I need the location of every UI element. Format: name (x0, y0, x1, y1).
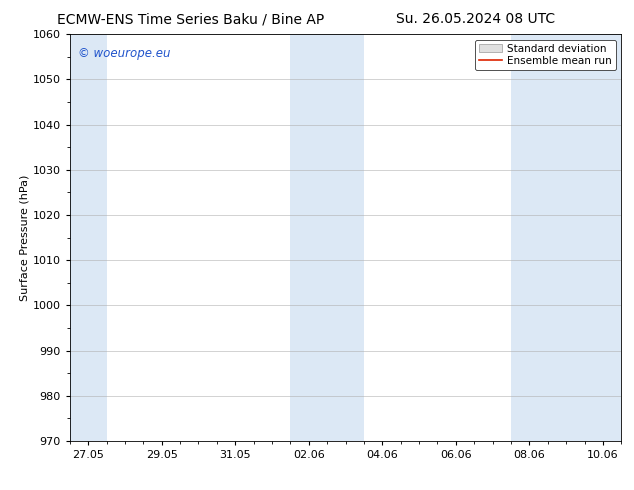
Title: ECMW-ENS Time Series Baku / Bine AP      Su. 26.05.2024 08 UTC: ECMW-ENS Time Series Baku / Bine AP Su. … (0, 489, 1, 490)
Legend: Standard deviation, Ensemble mean run: Standard deviation, Ensemble mean run (475, 40, 616, 70)
Text: ECMW-ENS Time Series Baku / Bine AP: ECMW-ENS Time Series Baku / Bine AP (56, 12, 324, 26)
Bar (70, 34, 107, 441)
Bar (511, 34, 621, 441)
Bar (290, 34, 364, 441)
Text: © woeurope.eu: © woeurope.eu (78, 47, 171, 59)
Y-axis label: Surface Pressure (hPa): Surface Pressure (hPa) (20, 174, 30, 301)
Text: Su. 26.05.2024 08 UTC: Su. 26.05.2024 08 UTC (396, 12, 555, 26)
